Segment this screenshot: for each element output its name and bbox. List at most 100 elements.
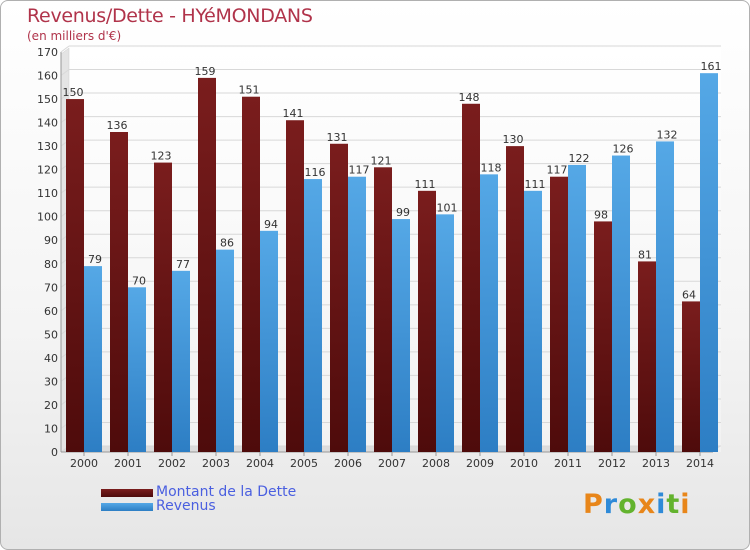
- x-tick-label: 2006: [334, 457, 362, 470]
- bar-revenus: [392, 219, 410, 452]
- bar-revenus: [700, 73, 718, 453]
- x-tick-label: 2007: [378, 457, 406, 470]
- logo-letter: P: [583, 489, 604, 520]
- y-tick-label: 80: [44, 258, 58, 271]
- bar-revenus: [480, 174, 498, 452]
- bar-dette: [374, 167, 392, 452]
- gridline-side: [60, 45, 70, 53]
- x-tick-label: 2014: [686, 457, 714, 470]
- bar-revenus: [84, 266, 102, 452]
- bar-label-revenus: 118: [481, 161, 502, 174]
- logo-letter: o: [618, 489, 638, 520]
- bar-label-revenus: 79: [88, 253, 102, 266]
- bar-revenus: [348, 176, 366, 453]
- y-tick-label: 130: [37, 140, 58, 153]
- logo-letter: r: [603, 489, 619, 520]
- bar-label-revenus: 99: [396, 206, 410, 219]
- x-tick-label: 2004: [246, 457, 274, 470]
- bar-revenus: [172, 270, 190, 452]
- bar-label-dette: 121: [371, 154, 392, 167]
- x-tick-label: 2010: [510, 457, 538, 470]
- bar-label-revenus: 94: [264, 218, 278, 231]
- logo-letter: t: [666, 489, 681, 520]
- bar-revenus: [304, 179, 322, 452]
- proxiti-logo: Proxiti: [583, 489, 691, 520]
- bar-label-revenus: 77: [176, 258, 190, 271]
- bar-dette: [154, 162, 172, 452]
- bar-label-revenus: 86: [220, 237, 234, 250]
- bar-label-dette: 148: [459, 91, 480, 104]
- bar-label-revenus: 116: [305, 166, 326, 179]
- y-tick-label: 30: [44, 375, 58, 388]
- bar-dette: [550, 176, 568, 453]
- bar-label-revenus: 111: [525, 178, 546, 191]
- bar-dette: [638, 261, 656, 452]
- bar-dette: [110, 132, 128, 452]
- bar-label-revenus: 132: [657, 128, 678, 141]
- bar-label-dette: 117: [547, 164, 568, 177]
- x-tick-label: 2005: [290, 457, 318, 470]
- bar-revenus: [612, 155, 630, 452]
- logo-letter: x: [637, 489, 657, 520]
- y-tick-label: 110: [37, 187, 58, 200]
- x-tick-label: 2000: [70, 457, 98, 470]
- bar-revenus: [436, 214, 454, 452]
- bar-label-dette: 151: [239, 84, 260, 97]
- bar-dette: [506, 146, 524, 452]
- bar-revenus: [260, 230, 278, 452]
- x-tick-label: 2008: [422, 457, 450, 470]
- y-tick-label: 50: [44, 328, 58, 341]
- bar-revenus: [656, 141, 674, 453]
- bar-dette: [66, 99, 84, 452]
- bar-dette: [198, 77, 216, 452]
- bar-label-dette: 98: [594, 208, 608, 221]
- bar-label-dette: 159: [195, 65, 216, 78]
- x-tick-label: 2001: [114, 457, 142, 470]
- bar-dette: [418, 190, 436, 452]
- x-tick-label: 2003: [202, 457, 230, 470]
- bar-label-dette: 64: [682, 288, 696, 301]
- bar-label-dette: 111: [415, 178, 436, 191]
- legend-label-revenus: Revenus: [156, 498, 216, 514]
- bar-revenus: [524, 190, 542, 452]
- bar-dette: [286, 120, 304, 452]
- legend-swatch-dette: [101, 489, 153, 497]
- bar-label-dette: 136: [107, 119, 128, 132]
- legend-swatch-revenus: [101, 503, 153, 511]
- x-tick-label: 2002: [158, 457, 186, 470]
- x-tick-label: 2011: [554, 457, 582, 470]
- y-tick-label: 60: [44, 305, 58, 318]
- y-tick-label: 40: [44, 352, 58, 365]
- bar-label-dette: 123: [151, 150, 172, 163]
- bar-label-dette: 150: [63, 86, 84, 99]
- bar-dette: [330, 143, 348, 452]
- bar-label-revenus: 126: [613, 143, 634, 156]
- y-tick-label: 20: [44, 399, 58, 412]
- logo-letter: i: [680, 489, 691, 520]
- bar-dette: [682, 301, 700, 452]
- bar-dette: [242, 96, 260, 453]
- y-tick-label: 90: [44, 234, 58, 247]
- x-tick-label: 2009: [466, 457, 494, 470]
- y-tick-label: 70: [44, 281, 58, 294]
- bar-label-dette: 141: [283, 107, 304, 120]
- y-tick-label: 0: [51, 446, 58, 459]
- bar-label-dette: 130: [503, 133, 524, 146]
- bar-label-revenus: 122: [569, 152, 590, 165]
- bar-revenus: [216, 249, 234, 452]
- bar-revenus: [568, 164, 586, 453]
- chart-title: Revenus/Dette - HYéMONDANS: [27, 5, 313, 27]
- y-tick-label: 120: [37, 164, 58, 177]
- chart-subtitle: (en milliers d'€): [27, 29, 122, 43]
- bar-label-dette: 81: [638, 248, 652, 261]
- bar-revenus: [128, 287, 146, 452]
- bar-label-dette: 131: [327, 131, 348, 144]
- y-tick-label: 10: [44, 422, 58, 435]
- gridline-side: [60, 69, 70, 76]
- y-tick-label: 140: [37, 117, 58, 130]
- bar-dette: [594, 221, 612, 452]
- y-tick-label: 160: [37, 70, 58, 83]
- bar-dette: [462, 103, 480, 452]
